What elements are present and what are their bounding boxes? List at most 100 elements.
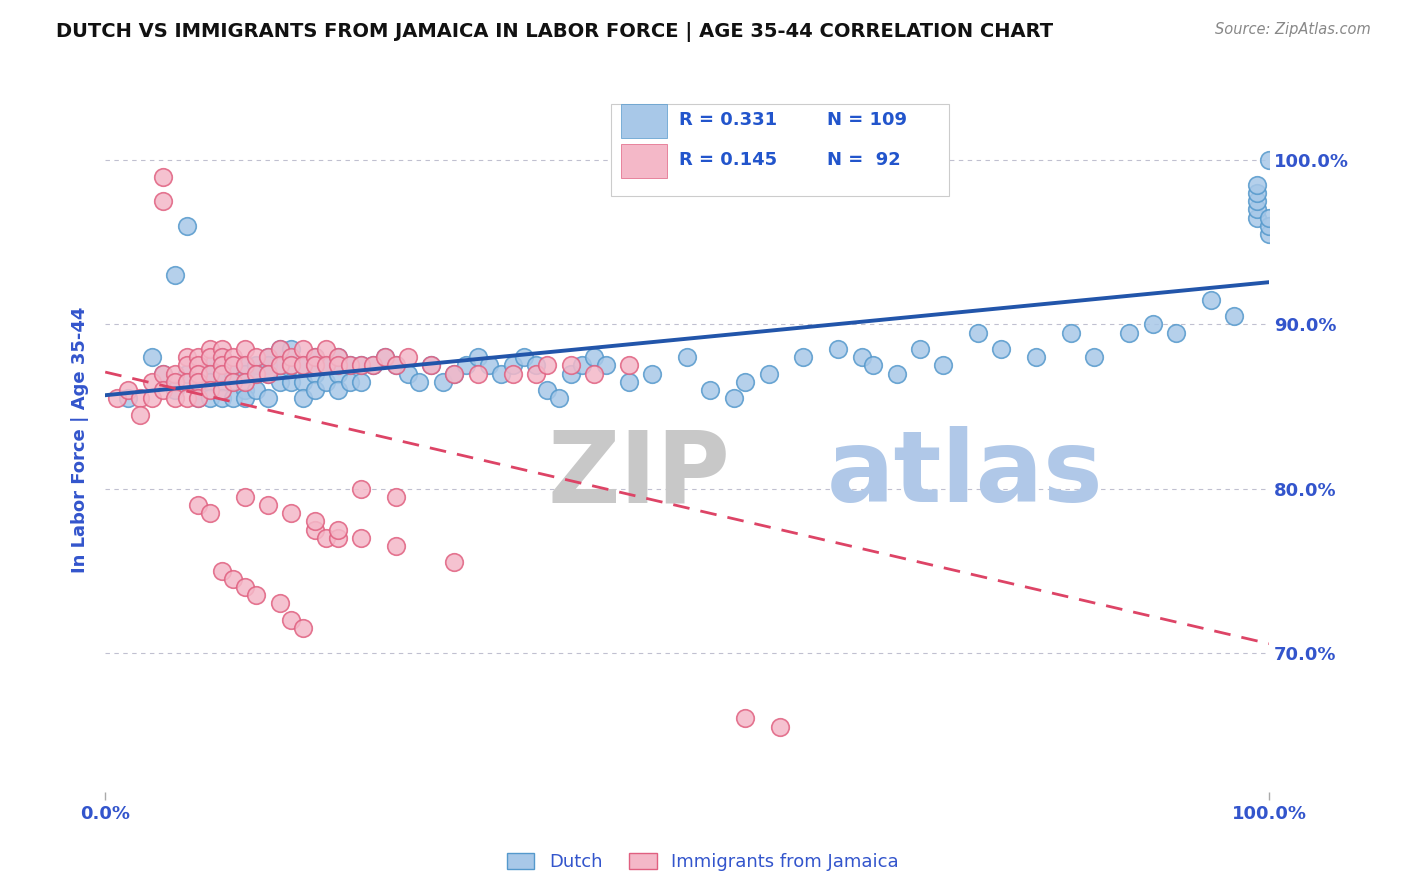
Point bbox=[1223, 309, 1246, 323]
Point bbox=[211, 564, 233, 578]
Point bbox=[233, 342, 256, 356]
Point bbox=[233, 375, 256, 389]
Point bbox=[361, 359, 384, 373]
Point bbox=[1246, 211, 1268, 225]
Point bbox=[443, 367, 465, 381]
Point bbox=[326, 350, 349, 364]
Text: N =  92: N = 92 bbox=[827, 151, 900, 169]
Point bbox=[187, 375, 209, 389]
Point bbox=[187, 392, 209, 406]
Point bbox=[769, 720, 792, 734]
Point bbox=[222, 367, 245, 381]
Point bbox=[454, 359, 477, 373]
Point bbox=[373, 350, 395, 364]
Point bbox=[792, 350, 814, 364]
Point bbox=[233, 383, 256, 397]
Point bbox=[198, 342, 221, 356]
Point bbox=[152, 194, 174, 209]
Point bbox=[315, 342, 337, 356]
Point bbox=[315, 375, 337, 389]
Point bbox=[233, 490, 256, 504]
Point bbox=[163, 268, 186, 282]
Point bbox=[467, 350, 489, 364]
Point bbox=[1246, 202, 1268, 217]
Point bbox=[443, 556, 465, 570]
Point bbox=[222, 375, 245, 389]
Point bbox=[176, 367, 198, 381]
Point bbox=[524, 367, 547, 381]
Point bbox=[211, 359, 233, 373]
Point bbox=[187, 392, 209, 406]
Point bbox=[211, 350, 233, 364]
Point bbox=[233, 580, 256, 594]
Point bbox=[269, 359, 291, 373]
Point bbox=[350, 359, 373, 373]
Text: R = 0.145: R = 0.145 bbox=[679, 151, 778, 169]
Point bbox=[257, 350, 280, 364]
Point bbox=[467, 367, 489, 381]
Point bbox=[326, 367, 349, 381]
Point bbox=[211, 375, 233, 389]
Point bbox=[385, 359, 408, 373]
Point bbox=[582, 350, 605, 364]
Point bbox=[269, 342, 291, 356]
Point bbox=[198, 350, 221, 364]
Point bbox=[292, 392, 315, 406]
Point bbox=[1258, 153, 1281, 168]
Point bbox=[304, 350, 326, 364]
Point bbox=[304, 350, 326, 364]
Point bbox=[292, 375, 315, 389]
Point bbox=[1246, 178, 1268, 192]
Point bbox=[269, 375, 291, 389]
Point bbox=[560, 367, 582, 381]
Point bbox=[211, 367, 233, 381]
Point bbox=[1246, 186, 1268, 200]
Point bbox=[280, 359, 302, 373]
Point bbox=[233, 359, 256, 373]
Point bbox=[245, 359, 267, 373]
Point bbox=[339, 359, 361, 373]
Point bbox=[408, 375, 430, 389]
Point bbox=[233, 359, 256, 373]
Point bbox=[222, 392, 245, 406]
Point bbox=[908, 342, 931, 356]
Point bbox=[350, 375, 373, 389]
Point bbox=[350, 359, 373, 373]
Point bbox=[676, 350, 699, 364]
Point bbox=[198, 392, 221, 406]
Point bbox=[187, 350, 209, 364]
Point bbox=[257, 498, 280, 512]
Point bbox=[269, 597, 291, 611]
Point bbox=[198, 367, 221, 381]
Point bbox=[326, 359, 349, 373]
Point bbox=[233, 392, 256, 406]
Point bbox=[117, 392, 139, 406]
Point bbox=[617, 359, 640, 373]
Point bbox=[326, 531, 349, 545]
Point bbox=[245, 367, 267, 381]
Point bbox=[350, 482, 373, 496]
Point bbox=[257, 367, 280, 381]
Point bbox=[211, 342, 233, 356]
Point bbox=[163, 383, 186, 397]
Point bbox=[641, 367, 664, 381]
Point bbox=[758, 367, 780, 381]
Point bbox=[734, 711, 756, 725]
Point bbox=[396, 350, 419, 364]
Point bbox=[222, 350, 245, 364]
Point bbox=[886, 367, 908, 381]
Point bbox=[176, 359, 198, 373]
FancyBboxPatch shape bbox=[612, 104, 949, 195]
Point bbox=[827, 342, 849, 356]
Point bbox=[304, 359, 326, 373]
Point bbox=[187, 375, 209, 389]
Point bbox=[280, 350, 302, 364]
Point bbox=[292, 359, 315, 373]
Point bbox=[176, 350, 198, 364]
Point bbox=[443, 367, 465, 381]
Point bbox=[536, 359, 558, 373]
FancyBboxPatch shape bbox=[621, 145, 668, 178]
Point bbox=[385, 539, 408, 553]
Legend: Dutch, Immigrants from Jamaica: Dutch, Immigrants from Jamaica bbox=[501, 846, 905, 879]
Point bbox=[105, 392, 128, 406]
